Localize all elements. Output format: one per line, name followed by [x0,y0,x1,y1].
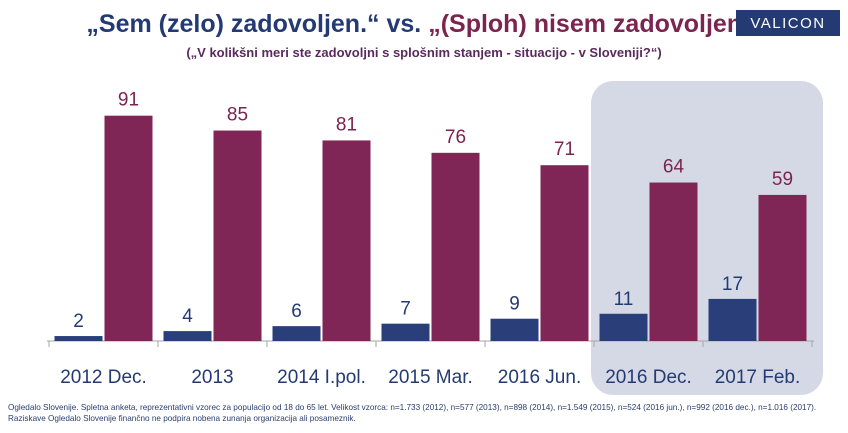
category-label: 2013 [191,367,233,388]
bar-satisfied [163,331,212,341]
data-label-dissatisfied: 85 [227,105,248,126]
chart-title: „Sem (zelo) zadovoljen.“ vs. „(Sploh) ni… [0,10,848,39]
valicon-logo: VALICON [736,10,840,36]
title-part-1: „Sem (zelo) zadovoljen.“ [86,10,380,38]
data-label-satisfied: 11 [614,289,634,310]
data-label-dissatisfied: 76 [445,127,466,148]
data-label-dissatisfied: 91 [118,90,139,111]
data-label-satisfied: 6 [291,301,302,322]
category-label: 2015 Mar. [388,367,473,388]
bar-satisfied [54,336,103,341]
category-label: 2017 Feb. [715,367,801,388]
bar-satisfied [490,318,539,341]
data-label-satisfied: 9 [509,294,520,315]
footnote: Ogledalo Slovenije. Spletna anketa, repr… [8,403,817,423]
bar-dissatisfied [431,152,480,341]
data-label-satisfied: 4 [182,306,193,327]
data-label-satisfied: 7 [400,299,411,320]
data-label-dissatisfied: 59 [772,169,793,190]
data-label-satisfied: 17 [722,274,743,295]
data-label-satisfied: 2 [73,311,84,332]
bar-dissatisfied [104,115,153,342]
chart-subtitle: („V kolikšni meri ste zadovoljni s sploš… [186,45,662,60]
category-label: 2012 Dec. [60,367,147,388]
bar-dissatisfied [758,194,807,341]
data-label-dissatisfied: 81 [336,114,357,135]
bar-dissatisfied [322,140,371,341]
bar-satisfied [272,326,321,341]
bar-satisfied [708,298,757,341]
bar-dissatisfied [649,182,698,341]
bar-satisfied [599,313,648,341]
data-label-dissatisfied: 64 [663,157,685,178]
bar-dissatisfied [213,130,262,341]
category-label: 2014 I.pol. [277,367,366,388]
bar-chart: 2 91 2012 Dec. 4 85 2013 6 81 2014 I.pol. 7 76 2015… [47,81,823,395]
title-part-2: „(Sploh) nisem zadovoljen.“ [428,10,762,38]
category-label: 2016 Jun. [498,367,581,388]
title-vs: vs. [379,10,429,38]
bar-satisfied [381,323,430,341]
category-label: 2016 Dec. [605,367,692,388]
bar-dissatisfied [540,165,589,341]
data-label-dissatisfied: 71 [554,139,575,160]
